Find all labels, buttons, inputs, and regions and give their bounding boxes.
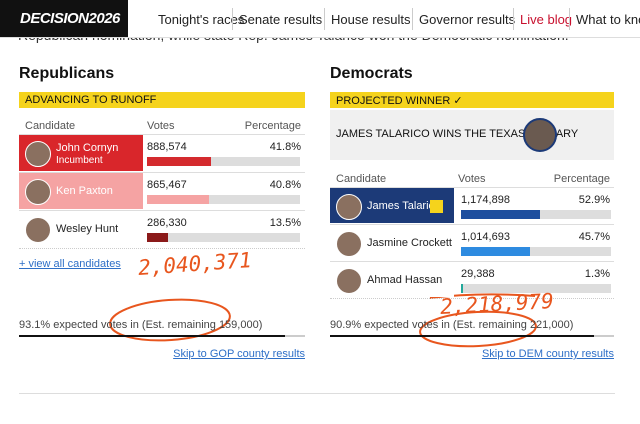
candidate-note: Incumbent [56, 155, 103, 166]
votes: 1,014,693 [461, 231, 510, 243]
annotation-circle [419, 310, 537, 348]
row-divider [330, 261, 614, 262]
percentage: 41.8% [269, 141, 301, 153]
avatar [336, 268, 362, 294]
bar-track [461, 247, 611, 256]
votes: 286,330 [147, 217, 187, 229]
banner [330, 92, 614, 108]
nav-separator [324, 8, 325, 30]
candidate-name: Ken Paxton [56, 185, 113, 197]
bar [147, 195, 210, 204]
percentage: 13.5% [269, 217, 301, 229]
panel-title: Democrats [330, 65, 413, 82]
bar-track [461, 284, 611, 293]
nav-separator [513, 8, 514, 30]
column-header: Votes [458, 173, 486, 185]
winner-check [430, 200, 443, 213]
nav-item[interactable]: Governor results [419, 12, 516, 27]
nav-item[interactable]: What to know [576, 12, 640, 27]
votes: 865,467 [147, 179, 187, 191]
winner-photo [523, 118, 557, 152]
nav-separator [569, 8, 570, 30]
nav-item[interactable]: Senate results [239, 12, 323, 27]
column-header: Percentage [244, 120, 301, 132]
nav-separator [412, 8, 413, 30]
banner [19, 92, 305, 108]
county-link[interactable]: Skip to GOP county results [173, 348, 305, 360]
row-divider [330, 298, 614, 299]
bar-track [147, 195, 300, 204]
column-header: Candidate [336, 173, 387, 185]
bar [147, 157, 211, 166]
banner-text: ADVANCING TO RUNOFF [25, 94, 157, 106]
candidate-name: Jasmine Crockett [367, 237, 452, 249]
nav-item[interactable]: Tonight's races [158, 12, 245, 27]
row-divider [19, 248, 305, 249]
row-divider [19, 210, 305, 211]
panel-title: Republicans [19, 65, 115, 82]
avatar [336, 194, 362, 220]
bar [461, 247, 530, 256]
divider [19, 393, 615, 394]
votes: 29,388 [461, 268, 495, 280]
avatar [336, 231, 362, 257]
expected-votes: 93.1% expected votes in (Est. remaining … [19, 319, 263, 331]
progress-fill [330, 335, 595, 337]
brand-box [0, 0, 128, 37]
banner-text: PROJECTED WINNER ✓ [336, 95, 463, 107]
bar [147, 233, 168, 242]
expected-votes: 90.9% expected votes in (Est. remaining … [330, 319, 574, 331]
row-divider [330, 224, 614, 225]
nav-item[interactable]: Live blog [520, 12, 573, 27]
row-divider [19, 134, 305, 135]
percentage: 45.7% [578, 231, 610, 243]
bar [461, 284, 463, 293]
nav-separator [232, 8, 233, 30]
view-all-link[interactable]: + view all candidates [19, 258, 121, 270]
percentage: 40.8% [269, 179, 301, 191]
nav-bar: DECISION2026 [0, 0, 640, 38]
row-divider [330, 187, 614, 188]
avatar [25, 179, 51, 205]
votes: 888,574 [147, 141, 187, 153]
winner-text: JAMES TALARICO WINS THE TEXAS PRIMARY [336, 128, 579, 140]
progress-fill [19, 335, 285, 337]
bar-track [147, 157, 300, 166]
column-header: Percentage [553, 173, 610, 185]
bar-track [147, 233, 300, 242]
avatar [25, 217, 51, 243]
winner-box [330, 110, 614, 160]
bar [461, 210, 541, 219]
column-header: Votes [147, 120, 175, 132]
candidate-name: Ahmad Hassan [367, 274, 443, 286]
row-divider [19, 172, 305, 173]
candidate-name: John Cornyn [56, 142, 119, 154]
avatar [25, 141, 51, 167]
percentage: 1.3% [584, 268, 610, 280]
county-link[interactable]: Skip to DEM county results [481, 348, 614, 360]
candidate-name: James Talarico [367, 200, 441, 212]
brand[interactable]: DECISION2026 [20, 10, 120, 27]
percentage: 52.9% [578, 194, 610, 206]
annotation-circle [109, 298, 231, 342]
column-header: Candidate [25, 120, 76, 132]
nav-item[interactable]: House results [331, 12, 411, 27]
candidate-name: Wesley Hunt [56, 223, 119, 235]
votes: 1,174,898 [461, 194, 510, 206]
